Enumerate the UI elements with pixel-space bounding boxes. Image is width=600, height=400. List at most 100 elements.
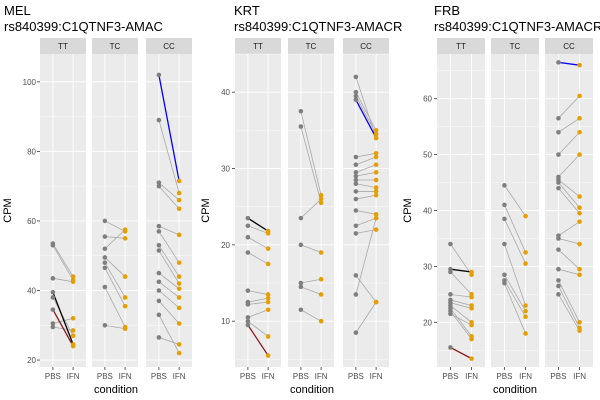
pair-line-gray <box>504 243 526 306</box>
ifn-point <box>523 314 528 319</box>
ifn-point <box>318 192 324 198</box>
ifn-point <box>373 154 379 160</box>
chart-subtitle: rs840399:C1QTNF3-AMACR <box>434 19 600 34</box>
pair-line-gray <box>558 95 580 119</box>
ifn-point <box>373 150 379 156</box>
y-tick-label: 40 <box>221 88 230 97</box>
ifn-point <box>373 227 379 232</box>
ifn-point <box>176 197 182 203</box>
pbs-point <box>502 280 507 286</box>
y-tick-label: 30 <box>221 165 230 174</box>
ifn-point <box>373 177 379 183</box>
facet-strip-label: CC <box>163 42 175 51</box>
pbs-point <box>353 223 359 229</box>
pair-line-gray <box>300 111 322 196</box>
pair-line-gray <box>247 309 269 318</box>
pair-line-gray <box>300 309 322 322</box>
facet-panel-tt: TT PBS IFN <box>437 38 485 381</box>
facet-strip <box>288 38 334 54</box>
pbs-point <box>102 322 108 328</box>
pair-line-gray <box>52 243 74 277</box>
facet-strip-label: TC <box>306 42 317 51</box>
ifn-point <box>577 205 582 211</box>
chart-subtitle: rs840399:C1QTNF3-AMACR <box>234 19 402 34</box>
facet-panel-tc: TC PBS IFN <box>92 38 138 381</box>
y-axis-label: CPM <box>402 198 414 222</box>
panel-background <box>343 54 389 367</box>
x-tick-label: PBS <box>151 372 167 381</box>
pair-line-gray <box>158 272 180 290</box>
y-tick-label: 20 <box>423 318 432 327</box>
pair-line-gray <box>450 302 472 309</box>
ifn-point <box>577 194 582 199</box>
pbs-point <box>102 260 108 265</box>
pbs-point <box>353 89 359 95</box>
pbs-point <box>353 154 359 160</box>
facet-panel-tt: TT PBS IFN <box>235 38 281 381</box>
chart-mel: MELrs840399:C1QTNF3-AMACCPM20406080100TT… <box>2 3 192 396</box>
ifn-point <box>70 274 76 279</box>
ifn-point <box>373 192 379 198</box>
facet-strip-label: TC <box>110 42 121 51</box>
pair-line-gray <box>450 271 472 295</box>
pair-line-gray <box>504 280 526 317</box>
y-tick-label: 40 <box>27 286 36 295</box>
ifn-point <box>373 189 379 194</box>
pair-line-gray <box>558 221 580 236</box>
ifn-point <box>176 342 182 347</box>
pbs-point <box>556 152 561 157</box>
ifn-point <box>577 152 582 157</box>
pbs-point <box>556 278 561 283</box>
pair-line-gray <box>504 283 526 334</box>
ifn-point <box>577 241 582 247</box>
pbs-point <box>556 185 561 191</box>
ifn-point <box>523 213 528 219</box>
pair-line-gray <box>504 204 526 253</box>
pair-line-gray <box>300 126 322 203</box>
ifn-point <box>373 170 379 175</box>
facet-strip-label: TT <box>456 42 466 51</box>
pair-line-gray <box>558 131 580 155</box>
pair-line-gray <box>355 95 377 135</box>
pbs-point <box>298 280 304 286</box>
pair-line-blue <box>558 61 580 66</box>
pbs-point <box>448 292 453 297</box>
pbs-point <box>353 273 359 278</box>
ifn-point <box>176 206 182 212</box>
pair-line-gray <box>52 277 74 283</box>
ifn-point <box>70 328 76 333</box>
ifn-point <box>577 319 582 325</box>
pair-line-gray <box>558 285 580 329</box>
pair-line-gray <box>355 164 377 173</box>
pbs-point <box>245 234 251 240</box>
pair-line-gray <box>158 290 180 309</box>
pair-line-gray <box>355 91 377 131</box>
ifn-point <box>70 316 76 321</box>
chart-subtitle: rs840399:C1QTNF3-AMAC <box>4 19 163 34</box>
pair-line-gray <box>504 218 526 264</box>
x-tick-label: IFN <box>67 372 80 381</box>
facet-panel-tt: TT PBS IFN <box>40 38 86 381</box>
pbs-point <box>556 180 561 185</box>
panel-background <box>146 54 192 367</box>
pbs-point <box>298 242 304 248</box>
ifn-point <box>577 219 582 224</box>
pair-line-gray <box>355 210 377 215</box>
pair-line-gray <box>158 185 180 210</box>
pair-line-gray <box>158 300 180 324</box>
x-tick-label: PBS <box>550 372 566 381</box>
ifn-point <box>577 115 582 121</box>
ifn-point <box>373 135 379 141</box>
ifn-point <box>265 299 271 305</box>
panel-background <box>288 54 334 367</box>
x-tick-label: IFN <box>573 372 586 381</box>
x-tick-label: IFN <box>119 372 132 381</box>
pbs-point <box>502 272 507 278</box>
ifn-point <box>265 353 271 358</box>
pbs-point <box>50 242 56 248</box>
pair-line-gray <box>104 236 126 239</box>
pair-line-gray <box>158 245 180 277</box>
pair-line-gray <box>247 290 269 295</box>
ifn-point <box>469 356 474 361</box>
ifn-point <box>469 336 474 342</box>
